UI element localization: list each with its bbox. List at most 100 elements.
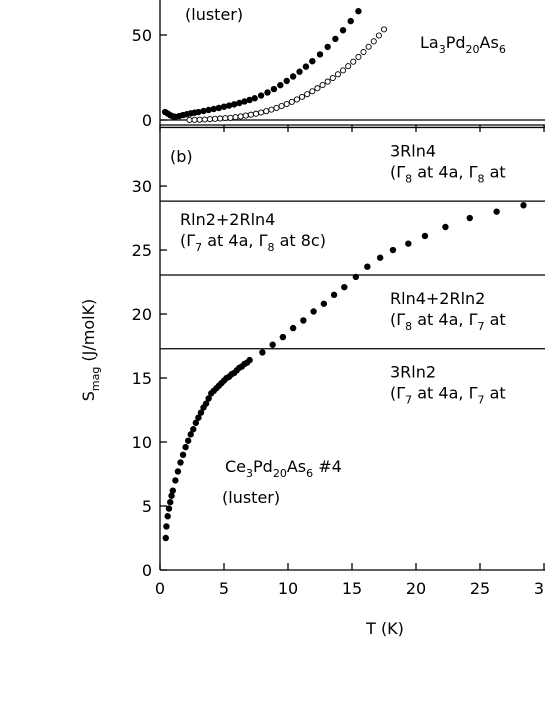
open-point [227,114,234,121]
point [289,324,297,332]
point [296,68,303,75]
point [251,95,258,102]
text-segment: at 8c) [274,231,325,250]
annotation: La3Pd20As6 [420,33,506,56]
point [332,35,339,43]
point [339,27,347,34]
text-segment: (J/molK) [79,299,98,367]
open-point [370,38,377,45]
open-point [334,71,341,78]
point [309,57,316,65]
x-tick-label: 0 [155,579,165,598]
subscript: 7 [477,320,484,333]
point [174,468,182,475]
point [169,487,176,494]
point [202,400,210,407]
y-tick-label: 25 [132,241,152,260]
subscript: 8 [267,241,274,254]
text-segment: at 4a, Γ [412,384,477,403]
point [197,409,205,416]
reference-label: Rln2+2Rln4 [180,210,275,229]
text-segment: S [79,391,98,401]
y-tick-label: 15 [132,369,152,388]
point [466,214,473,222]
open-point [232,114,239,121]
point [225,102,233,109]
reference-note: (Γ7 at 4a, Γ8 at 8c) [180,231,326,254]
point [389,246,397,254]
point [187,431,194,438]
subscript: 7 [195,241,202,254]
point [163,523,170,530]
point [300,317,307,324]
open-point [299,93,306,100]
y-tick-label: 0 [142,561,152,580]
reference-note: (Γ8 at 4a, Γ8 at [390,162,506,185]
text-segment: Pd [253,457,273,476]
point [283,77,290,85]
open-point [268,106,275,113]
text-segment: (luster) [185,5,243,24]
text-segment: La [420,33,439,52]
point [316,51,324,58]
y-axis-label: Smag (J/molK) [79,299,102,402]
text-segment: (Γ [390,384,405,403]
open-point [247,111,254,118]
point [405,240,412,247]
point [320,300,328,307]
point [264,89,271,96]
open-point [258,109,265,116]
point [330,291,338,299]
point [364,263,371,270]
x-axis-label: T (K) [365,619,404,638]
open-point [283,100,290,108]
y-tick-label: 30 [132,177,152,196]
point [246,356,253,364]
x-tick-label: 30 [534,579,545,598]
point [277,81,284,89]
point [168,492,175,499]
open-point [329,74,336,82]
point [270,85,278,93]
point [257,92,265,99]
y-tick-label: 0 [142,111,152,130]
text-segment: (Γ [390,310,405,329]
point [493,208,500,215]
x-tick-label: 5 [219,579,229,598]
point [220,103,228,110]
point [347,17,354,25]
open-point [206,116,213,123]
point [310,308,317,315]
point [184,437,192,444]
point [167,498,174,506]
open-point [350,58,357,65]
point [195,414,202,421]
point [179,451,187,459]
text-segment: As [480,33,499,52]
text-segment: at 4a, Γ [412,310,477,329]
open-point [293,96,301,103]
open-point [252,110,260,117]
text-segment: Ce [225,457,246,476]
point [215,104,223,112]
reference-label: 3Rln4 [390,141,436,160]
open-point [242,112,249,119]
point [355,8,362,15]
point [172,477,179,484]
point [302,63,310,70]
open-point [217,115,224,122]
point [259,349,266,356]
open-point [201,116,208,123]
y-tick-label: 50 [132,26,152,45]
open-point [263,108,270,115]
annotation: (luster) [185,5,243,24]
point [164,513,171,520]
x-tick-label: 15 [342,579,362,598]
point [442,223,449,231]
open-point [314,85,321,92]
subscript: 8 [405,320,412,333]
open-point [304,91,311,98]
text-segment: (Γ [180,231,195,250]
